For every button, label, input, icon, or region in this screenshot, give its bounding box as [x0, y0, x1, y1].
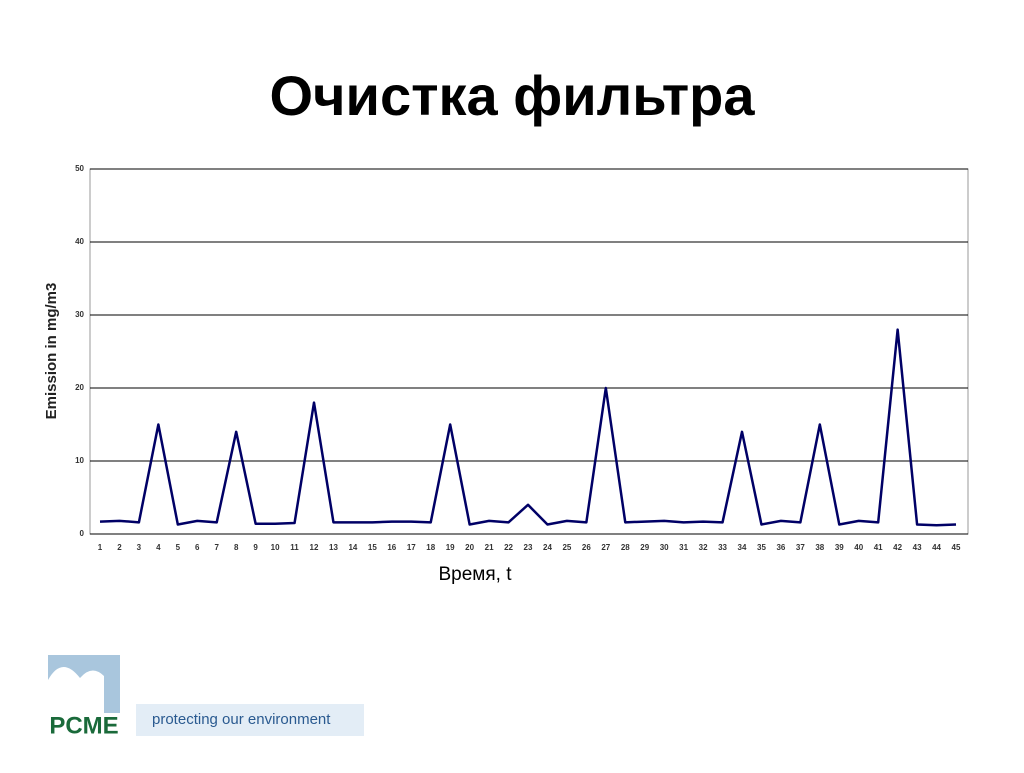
tagline: protecting our environment	[152, 711, 331, 728]
y-tick-label: 0	[80, 529, 85, 538]
x-tick-label: 4	[156, 543, 161, 552]
x-tick-label: 29	[640, 543, 649, 552]
logo: PCME protecting our environment	[48, 655, 364, 739]
x-tick-label: 9	[253, 543, 258, 552]
x-tick-label: 38	[815, 543, 824, 552]
x-tick-label: 30	[660, 543, 669, 552]
x-tick-label: 12	[310, 543, 319, 552]
x-tick-label: 33	[718, 543, 727, 552]
x-tick-label: 26	[582, 543, 591, 552]
x-tick-label: 19	[446, 543, 455, 552]
x-tick-label: 3	[137, 543, 142, 552]
x-tick-label: 6	[195, 543, 200, 552]
x-tick-label: 44	[932, 543, 941, 552]
x-tick-label: 1	[98, 543, 103, 552]
x-tick-label: 7	[215, 543, 220, 552]
x-tick-label: 18	[426, 543, 435, 552]
y-tick-label: 40	[75, 237, 84, 246]
x-tick-label: 25	[562, 543, 571, 552]
x-tick-label: 42	[893, 543, 902, 552]
x-tick-label: 11	[290, 543, 299, 552]
x-tick-label: 40	[854, 543, 863, 552]
y-tick-label: 30	[75, 310, 84, 319]
x-tick-label: 39	[835, 543, 844, 552]
x-tick-label: 15	[368, 543, 377, 552]
y-tick-label: 20	[75, 383, 84, 392]
tagline-box	[136, 704, 364, 736]
x-tick-label: 17	[407, 543, 416, 552]
x-tick-label: 37	[796, 543, 805, 552]
y-tick-label: 10	[75, 456, 84, 465]
x-tick-label: 16	[387, 543, 396, 552]
x-tick-label: 31	[679, 543, 688, 552]
x-tick-label: 43	[913, 543, 922, 552]
x-tick-label: 34	[738, 543, 747, 552]
x-tick-label: 10	[271, 543, 280, 552]
x-tick-label: 8	[234, 543, 239, 552]
x-tick-label: 21	[485, 543, 494, 552]
x-tick-label: 14	[348, 543, 357, 552]
x-tick-label: 2	[117, 543, 122, 552]
x-tick-label: 13	[329, 543, 338, 552]
x-tick-label: 23	[524, 543, 533, 552]
y-axis-label: Emission in mg/m3	[43, 283, 60, 420]
plot-frame	[89, 168, 969, 535]
x-tick-label: 22	[504, 543, 513, 552]
logo-text: PCME	[49, 712, 118, 739]
x-tick-label: 35	[757, 543, 766, 552]
x-tick-label: 41	[874, 543, 883, 552]
x-axis-label: Время, t	[439, 564, 513, 585]
x-tick-label: 32	[699, 543, 708, 552]
x-tick-label: 36	[776, 543, 785, 552]
x-tick-label: 27	[601, 543, 610, 552]
x-tick-label: 20	[465, 543, 474, 552]
logo-shape	[48, 666, 104, 713]
x-tick-label: 28	[621, 543, 630, 552]
y-tick-label: 50	[75, 164, 84, 173]
x-tick-label: 5	[176, 543, 181, 552]
x-tick-label: 24	[543, 543, 552, 552]
chart-title: Очистка фильтра	[269, 64, 755, 127]
data-line	[99, 328, 957, 527]
x-tick-label: 45	[952, 543, 961, 552]
